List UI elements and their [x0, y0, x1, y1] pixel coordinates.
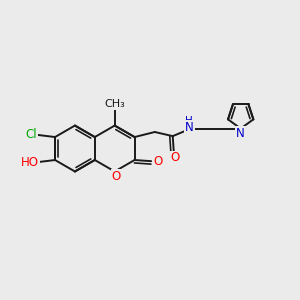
Text: N: N — [185, 121, 194, 134]
Text: N: N — [236, 128, 245, 140]
Text: O: O — [171, 152, 180, 164]
Text: O: O — [153, 155, 162, 168]
Text: O: O — [112, 170, 121, 183]
Text: Cl: Cl — [25, 128, 37, 141]
Text: H: H — [185, 116, 193, 126]
Text: CH₃: CH₃ — [104, 99, 125, 109]
Text: HO: HO — [21, 156, 39, 169]
